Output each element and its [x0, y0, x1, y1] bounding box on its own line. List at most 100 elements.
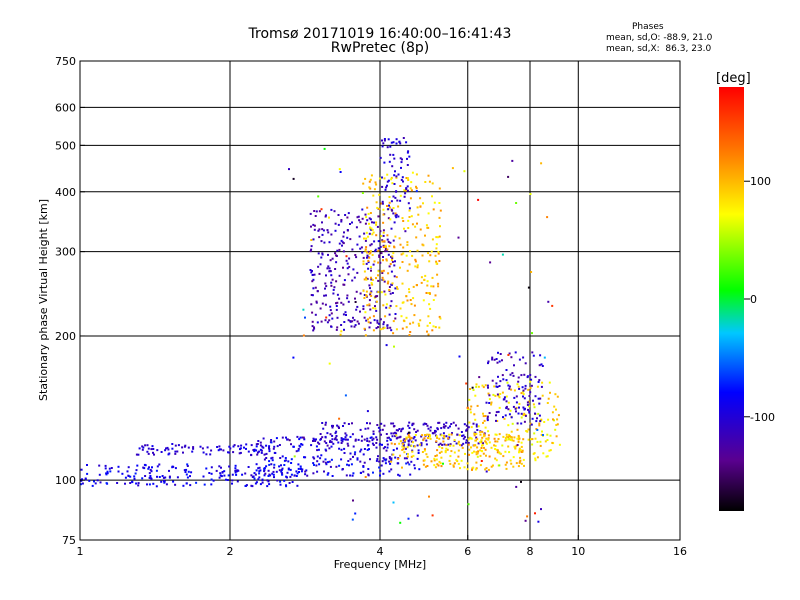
data-point — [329, 433, 332, 436]
data-point — [381, 240, 384, 243]
data-point — [514, 351, 517, 354]
data-point — [378, 460, 381, 463]
data-point — [405, 177, 408, 179]
data-point — [366, 440, 369, 442]
data-point — [518, 449, 521, 452]
data-point — [171, 447, 174, 450]
data-point — [155, 469, 158, 472]
data-point — [388, 306, 391, 309]
data-point — [482, 412, 484, 415]
data-point — [367, 444, 370, 447]
data-point — [253, 472, 256, 475]
data-point — [377, 274, 379, 277]
data-point — [423, 422, 426, 425]
data-point — [520, 416, 523, 419]
data-point — [362, 465, 365, 468]
data-point — [523, 408, 526, 411]
colorbar-label-100: 100 — [750, 175, 771, 188]
data-point — [470, 405, 473, 408]
data-point — [121, 472, 124, 475]
data-point — [406, 432, 409, 435]
data-point — [327, 253, 329, 256]
data-point — [189, 484, 192, 487]
grid-lines — [80, 61, 680, 540]
data-point — [421, 451, 424, 453]
data-point — [341, 438, 344, 441]
data-point — [271, 472, 274, 475]
data-point — [518, 437, 521, 440]
data-point — [331, 426, 334, 429]
data-point — [268, 446, 270, 449]
data-point — [399, 157, 402, 160]
data-point — [360, 246, 363, 249]
data-point — [551, 411, 554, 414]
data-point — [382, 457, 385, 460]
data-point — [386, 327, 389, 330]
data-point — [457, 427, 460, 430]
data-point — [497, 375, 499, 378]
data-point — [520, 422, 523, 425]
data-point — [363, 278, 366, 281]
data-point — [408, 334, 411, 336]
data-point — [423, 449, 426, 452]
data-point — [377, 322, 380, 325]
data-point — [386, 324, 389, 327]
data-point — [470, 426, 473, 429]
data-point — [381, 460, 384, 463]
data-point — [416, 264, 419, 267]
data-point — [368, 299, 371, 302]
data-point — [487, 386, 489, 389]
data-point — [388, 160, 391, 163]
data-point — [218, 476, 221, 479]
data-point — [416, 444, 419, 447]
data-point — [539, 420, 542, 423]
data-point — [395, 305, 398, 308]
data-point — [438, 326, 441, 329]
data-point — [529, 391, 532, 394]
data-point — [501, 391, 504, 394]
data-point — [496, 386, 499, 388]
data-point — [329, 465, 332, 468]
data-point — [556, 418, 559, 421]
data-point — [466, 406, 469, 409]
data-point — [305, 469, 308, 472]
data-point — [438, 437, 441, 440]
data-point — [485, 442, 488, 445]
data-point — [523, 373, 526, 376]
data-point — [261, 479, 264, 482]
data-point — [476, 429, 479, 431]
data-point — [508, 385, 511, 388]
data-point — [414, 265, 417, 268]
data-point — [540, 508, 542, 511]
data-point — [395, 138, 398, 141]
data-point — [335, 435, 338, 437]
data-point — [346, 216, 349, 219]
data-point — [357, 322, 360, 325]
data-point — [458, 434, 461, 437]
data-point — [283, 464, 286, 466]
data-point — [466, 408, 469, 410]
x-tick-label-16: 16 — [673, 545, 687, 558]
data-point — [286, 471, 289, 474]
data-point — [524, 384, 527, 387]
data-point — [425, 423, 428, 425]
data-point — [408, 427, 411, 429]
data-point — [383, 138, 386, 140]
data-point — [366, 256, 368, 259]
data-point — [351, 248, 354, 251]
data-point — [148, 476, 151, 479]
data-point — [340, 442, 343, 444]
data-point — [374, 248, 377, 251]
y-tick-label-200: 200 — [55, 330, 76, 343]
data-point — [520, 445, 523, 448]
data-point — [480, 439, 483, 442]
data-point — [98, 464, 101, 467]
data-point — [315, 445, 318, 448]
data-point — [267, 475, 270, 477]
data-point — [405, 141, 408, 144]
data-point — [530, 438, 532, 441]
data-point — [406, 151, 409, 154]
data-point — [392, 252, 395, 255]
data-point — [388, 286, 391, 288]
data-point — [486, 415, 489, 418]
